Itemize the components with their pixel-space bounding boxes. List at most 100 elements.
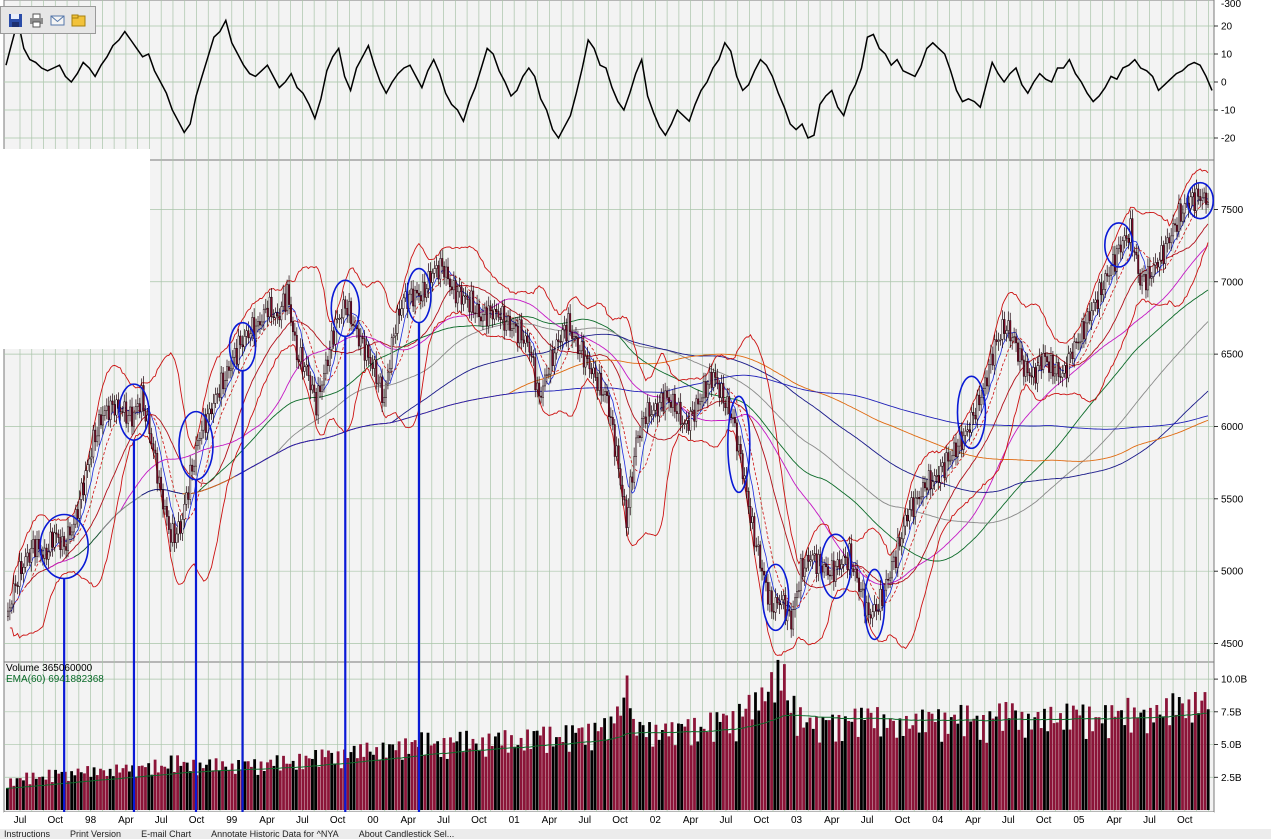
volume-bar xyxy=(904,715,908,810)
candle xyxy=(140,378,143,421)
volume-bar xyxy=(481,737,484,810)
candle xyxy=(980,389,983,414)
candle-body xyxy=(916,497,919,499)
volume-bar xyxy=(709,712,712,810)
volume-bar xyxy=(616,706,619,810)
candle-body xyxy=(1193,192,1196,212)
open-folder-icon[interactable] xyxy=(70,12,87,29)
candle xyxy=(330,322,333,359)
volume-bar xyxy=(490,745,494,810)
volume-bar xyxy=(307,758,311,810)
volume-bar xyxy=(182,761,186,810)
candle-body xyxy=(881,588,884,606)
volume-bar xyxy=(843,716,847,810)
candle xyxy=(1203,187,1206,203)
volume-bar xyxy=(1152,722,1156,810)
candle xyxy=(264,298,267,314)
volume-bar xyxy=(397,741,401,810)
candle xyxy=(1009,312,1012,348)
volume-bar xyxy=(792,695,796,810)
candle xyxy=(226,359,228,388)
candle xyxy=(879,579,882,621)
volume-bar xyxy=(818,742,822,810)
candle xyxy=(1207,192,1209,209)
candle xyxy=(1117,236,1120,255)
candle-body xyxy=(16,585,19,587)
candle-body xyxy=(557,339,560,342)
volume-bar xyxy=(278,770,282,810)
candle-body xyxy=(751,516,754,523)
email-icon[interactable] xyxy=(49,12,66,29)
volume-bar xyxy=(163,766,167,810)
volume-bar xyxy=(1104,705,1107,810)
print-version-link[interactable]: Print Version xyxy=(70,829,122,839)
volume-bar xyxy=(1075,709,1078,810)
candle-body xyxy=(1024,360,1027,377)
save-icon[interactable] xyxy=(7,12,24,29)
candle xyxy=(547,367,550,379)
candle xyxy=(964,425,967,445)
volume-bar xyxy=(863,719,867,810)
moving-average-60 xyxy=(46,245,1209,586)
volume-bar xyxy=(134,776,138,810)
candle xyxy=(702,372,705,407)
volume-bar xyxy=(211,770,215,810)
volume-bar xyxy=(378,759,382,810)
candle xyxy=(912,491,915,525)
candle xyxy=(1069,348,1072,364)
volume-bar xyxy=(869,712,873,810)
candle xyxy=(1179,198,1182,231)
instructions-link[interactable]: Instructions xyxy=(4,829,51,839)
candle-body xyxy=(507,315,510,323)
print-icon[interactable] xyxy=(28,12,45,29)
candle xyxy=(532,349,535,367)
candle xyxy=(1133,246,1136,262)
volume-bar xyxy=(622,697,626,810)
candle-body xyxy=(1205,192,1208,205)
candle xyxy=(501,300,504,324)
volume-bar xyxy=(18,778,22,810)
candle-body xyxy=(613,424,616,457)
candle xyxy=(1050,347,1052,380)
candle xyxy=(1061,364,1064,387)
candle xyxy=(402,293,405,318)
volume-bar xyxy=(1139,712,1143,810)
candle-body xyxy=(198,438,201,441)
candle-body xyxy=(675,411,678,414)
email-chart-link[interactable]: E-mail Chart xyxy=(141,829,192,839)
candle-body xyxy=(592,367,595,375)
candle xyxy=(386,363,389,390)
candle-body xyxy=(423,281,426,298)
volume-bar xyxy=(885,727,889,810)
candle xyxy=(1166,228,1169,253)
candle-body xyxy=(732,417,734,419)
volume-bar xyxy=(975,715,979,810)
candle xyxy=(803,558,806,586)
candle xyxy=(536,376,539,398)
volume-bar xyxy=(965,705,969,810)
candle-body xyxy=(813,553,816,556)
candle-body xyxy=(743,475,746,479)
about-candlestick-link[interactable]: About Candlestick Sel... xyxy=(358,829,455,839)
volume-bar xyxy=(535,730,539,810)
volume-bar xyxy=(770,672,773,810)
candle-body xyxy=(1040,356,1043,370)
candle-body xyxy=(749,506,752,523)
candle-body xyxy=(216,393,219,395)
candle xyxy=(671,389,674,417)
candle-body xyxy=(580,341,583,352)
candle xyxy=(474,305,477,324)
candle xyxy=(1176,217,1178,241)
candle xyxy=(1197,183,1200,205)
candle-body xyxy=(856,568,859,579)
annotate-link[interactable]: Annotate Historic Data for ^NYA xyxy=(211,829,339,839)
candle xyxy=(522,330,525,348)
candle-body xyxy=(1067,353,1070,379)
candle xyxy=(160,467,163,497)
candle xyxy=(534,348,537,398)
candle-body xyxy=(567,313,570,342)
candle xyxy=(600,366,603,405)
candle xyxy=(937,466,940,490)
candle-body xyxy=(1156,262,1159,268)
